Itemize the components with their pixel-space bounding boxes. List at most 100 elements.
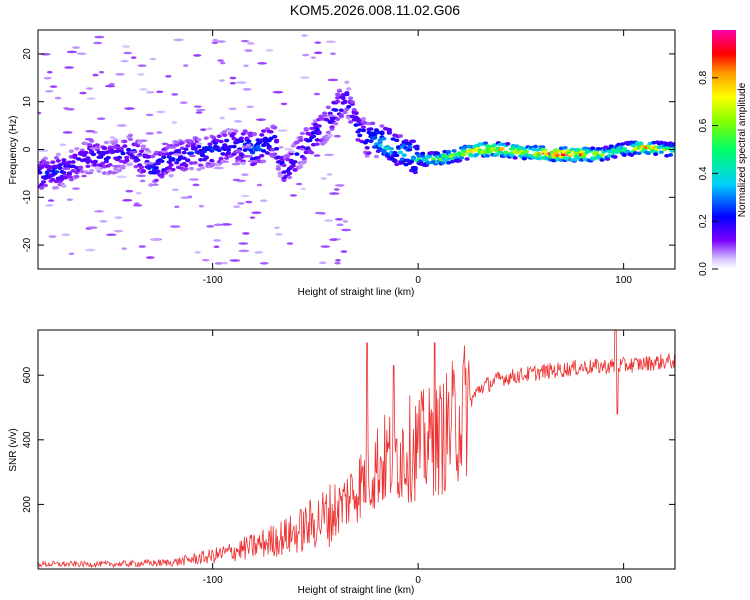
spectrogram-noise [151,183,159,186]
spectrogram-noise [255,118,267,121]
spectrogram-noise [302,53,310,57]
spectrogram-cell [482,141,489,145]
spectrogram-cell [373,154,380,159]
spectrogram-cell [410,156,417,161]
spectrogram-cell [53,156,60,160]
spectrogram-noise [121,45,131,48]
spectrogram-noise [66,50,78,54]
spectrogram-noise [216,40,226,43]
spectrogram-cell [444,154,450,159]
spectrogram-cell [360,128,367,133]
spectrogram-noise [125,189,134,193]
spectrogram-noise [195,142,203,145]
spectrogram-cell [612,155,618,159]
spectrogram-noise [265,49,274,52]
spectrogram-noise [226,129,235,133]
spectrogram-noise [130,56,137,59]
spectrogram-cell [199,153,206,158]
spectrogram-noise [94,35,105,39]
spec-ytick-label: -10 [22,190,33,205]
spectrogram-cell [281,163,287,168]
spectrogram-noise [206,127,213,131]
spectrogram-cell [325,130,331,135]
spectrogram-cell [407,142,413,146]
spectrogram-cell [83,150,89,155]
spectrogram-cell [177,156,184,161]
spectrogram-cell [370,121,376,126]
spectrogram-cell [327,133,333,138]
spectrogram-noise [229,259,241,262]
spectrogram-cell [316,124,322,128]
spectrogram-noise [241,173,249,177]
spectrogram-cell [242,129,248,134]
spectrogram-cell [351,108,357,112]
spectrogram-cell [629,153,635,157]
spectrogram-cell [542,149,548,154]
spectrogram-cell [153,166,159,170]
spectrogram-noise [314,41,322,44]
spectrogram-cell [346,104,352,109]
spectrogram-noise [96,117,106,120]
spectrogram-cell [255,144,261,149]
spectrogram-noise [249,216,256,219]
snr-ytick-label: 400 [22,431,33,448]
spectrogram-noise [245,143,252,147]
spectrogram-cell [329,125,335,129]
spectrogram-cell [166,165,172,170]
spectrogram-cell [231,144,237,149]
spec-ytick-label: -20 [22,237,33,252]
spectrogram-cell [116,168,122,173]
spectrogram-noise [231,162,241,166]
spectrogram-cell [377,143,383,148]
spectrogram-noise [213,166,224,170]
spectrogram-x-label: Height of straight line (km) [298,287,415,298]
spectrogram-cell [39,165,45,169]
spectrogram-noise [213,239,221,242]
spectrogram-cell [360,116,367,121]
spectrogram-noise [59,143,67,147]
spectrogram-noise [138,139,148,142]
spectrogram-cell [174,160,180,165]
spectrogram-cell [286,171,293,176]
spectrogram-noise [66,108,75,111]
spectrogram-x-axis: -100 0 100 [203,30,632,286]
spectrogram-noise [320,245,331,248]
spectrogram-noise [300,187,306,191]
spectrogram-noise [341,228,352,232]
spectrogram-noise [81,174,87,178]
spectrogram-cell [434,151,441,155]
spectrogram-cell [298,138,304,143]
spectrogram-noise [277,129,288,132]
spectrogram-cell [299,131,306,136]
spectrogram-noise [76,52,87,55]
spectrogram-cell [113,140,119,144]
spectrogram-noise [229,81,236,85]
spectrogram-noise [251,211,262,215]
colorbar-scale [712,30,736,269]
spectrogram-noise [114,216,123,219]
spectrogram-noise [246,105,254,109]
spectrogram-cell [135,158,141,162]
spectrogram-cell [396,145,402,149]
spectrogram-noise [84,171,94,175]
spectrogram-noise [104,84,116,88]
spectrogram-cell [394,138,400,143]
spectrogram-cell [170,158,176,162]
spectrogram-cell [57,163,63,167]
spectrogram-noise [149,57,157,61]
spectrogram-cell [303,127,309,131]
spectrogram-cell [138,165,145,170]
spectrogram-noise [217,59,224,62]
spectrogram-cell [381,148,387,153]
spectrogram-cell [301,160,307,164]
spectrogram-noise [145,256,155,259]
spectrogram-cell [353,111,359,116]
spectrogram-noise [256,183,263,187]
spectrogram-noise [152,152,160,156]
spectrogram-noise [135,191,142,195]
spectrogram-cell [636,151,642,156]
spectrogram-noise [93,41,103,45]
spectrogram-noise [86,97,96,100]
spectrogram-cell [238,139,245,144]
spectrogram-cell [272,125,278,130]
